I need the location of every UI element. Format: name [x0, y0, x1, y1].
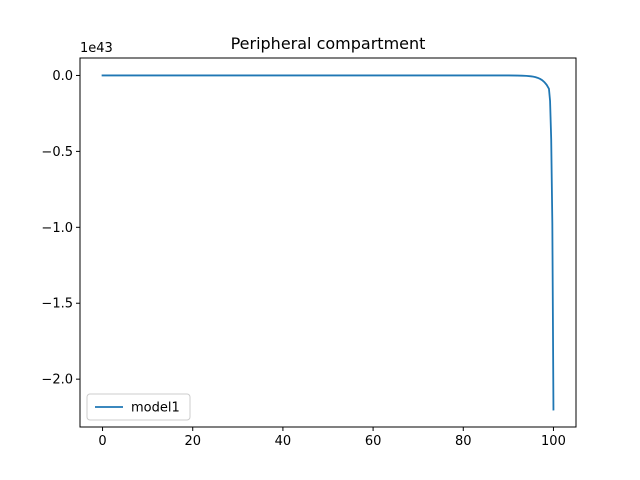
chart-title: Peripheral compartment — [231, 34, 426, 53]
y-axis-offset-label: 1e43 — [80, 41, 113, 56]
plot-area — [101, 74, 555, 411]
x-tick-label: 20 — [184, 434, 201, 449]
y-tick-label: −1.0 — [41, 221, 73, 236]
axes-frame — [79, 57, 577, 428]
x-tick-label: 100 — [541, 434, 566, 449]
y-tick-label: 0.0 — [52, 69, 73, 84]
series-line-model1 — [101, 74, 555, 411]
legend: model1 — [86, 393, 191, 421]
x-tick-label: 0 — [98, 434, 106, 449]
y-axis: 0.0 −0.5 −1.0 −1.5 −2.0 — [41, 69, 80, 388]
x-tick-label: 40 — [275, 434, 292, 449]
x-axis: 0 20 40 60 80 100 — [98, 427, 566, 449]
legend-box — [86, 393, 191, 421]
x-tick-label: 60 — [365, 434, 382, 449]
y-tick-label: −1.5 — [41, 297, 73, 312]
legend-label: model1 — [131, 401, 180, 416]
y-tick-label: −0.5 — [41, 145, 73, 160]
x-tick-label: 80 — [455, 434, 472, 449]
y-tick-label: −2.0 — [41, 373, 73, 388]
